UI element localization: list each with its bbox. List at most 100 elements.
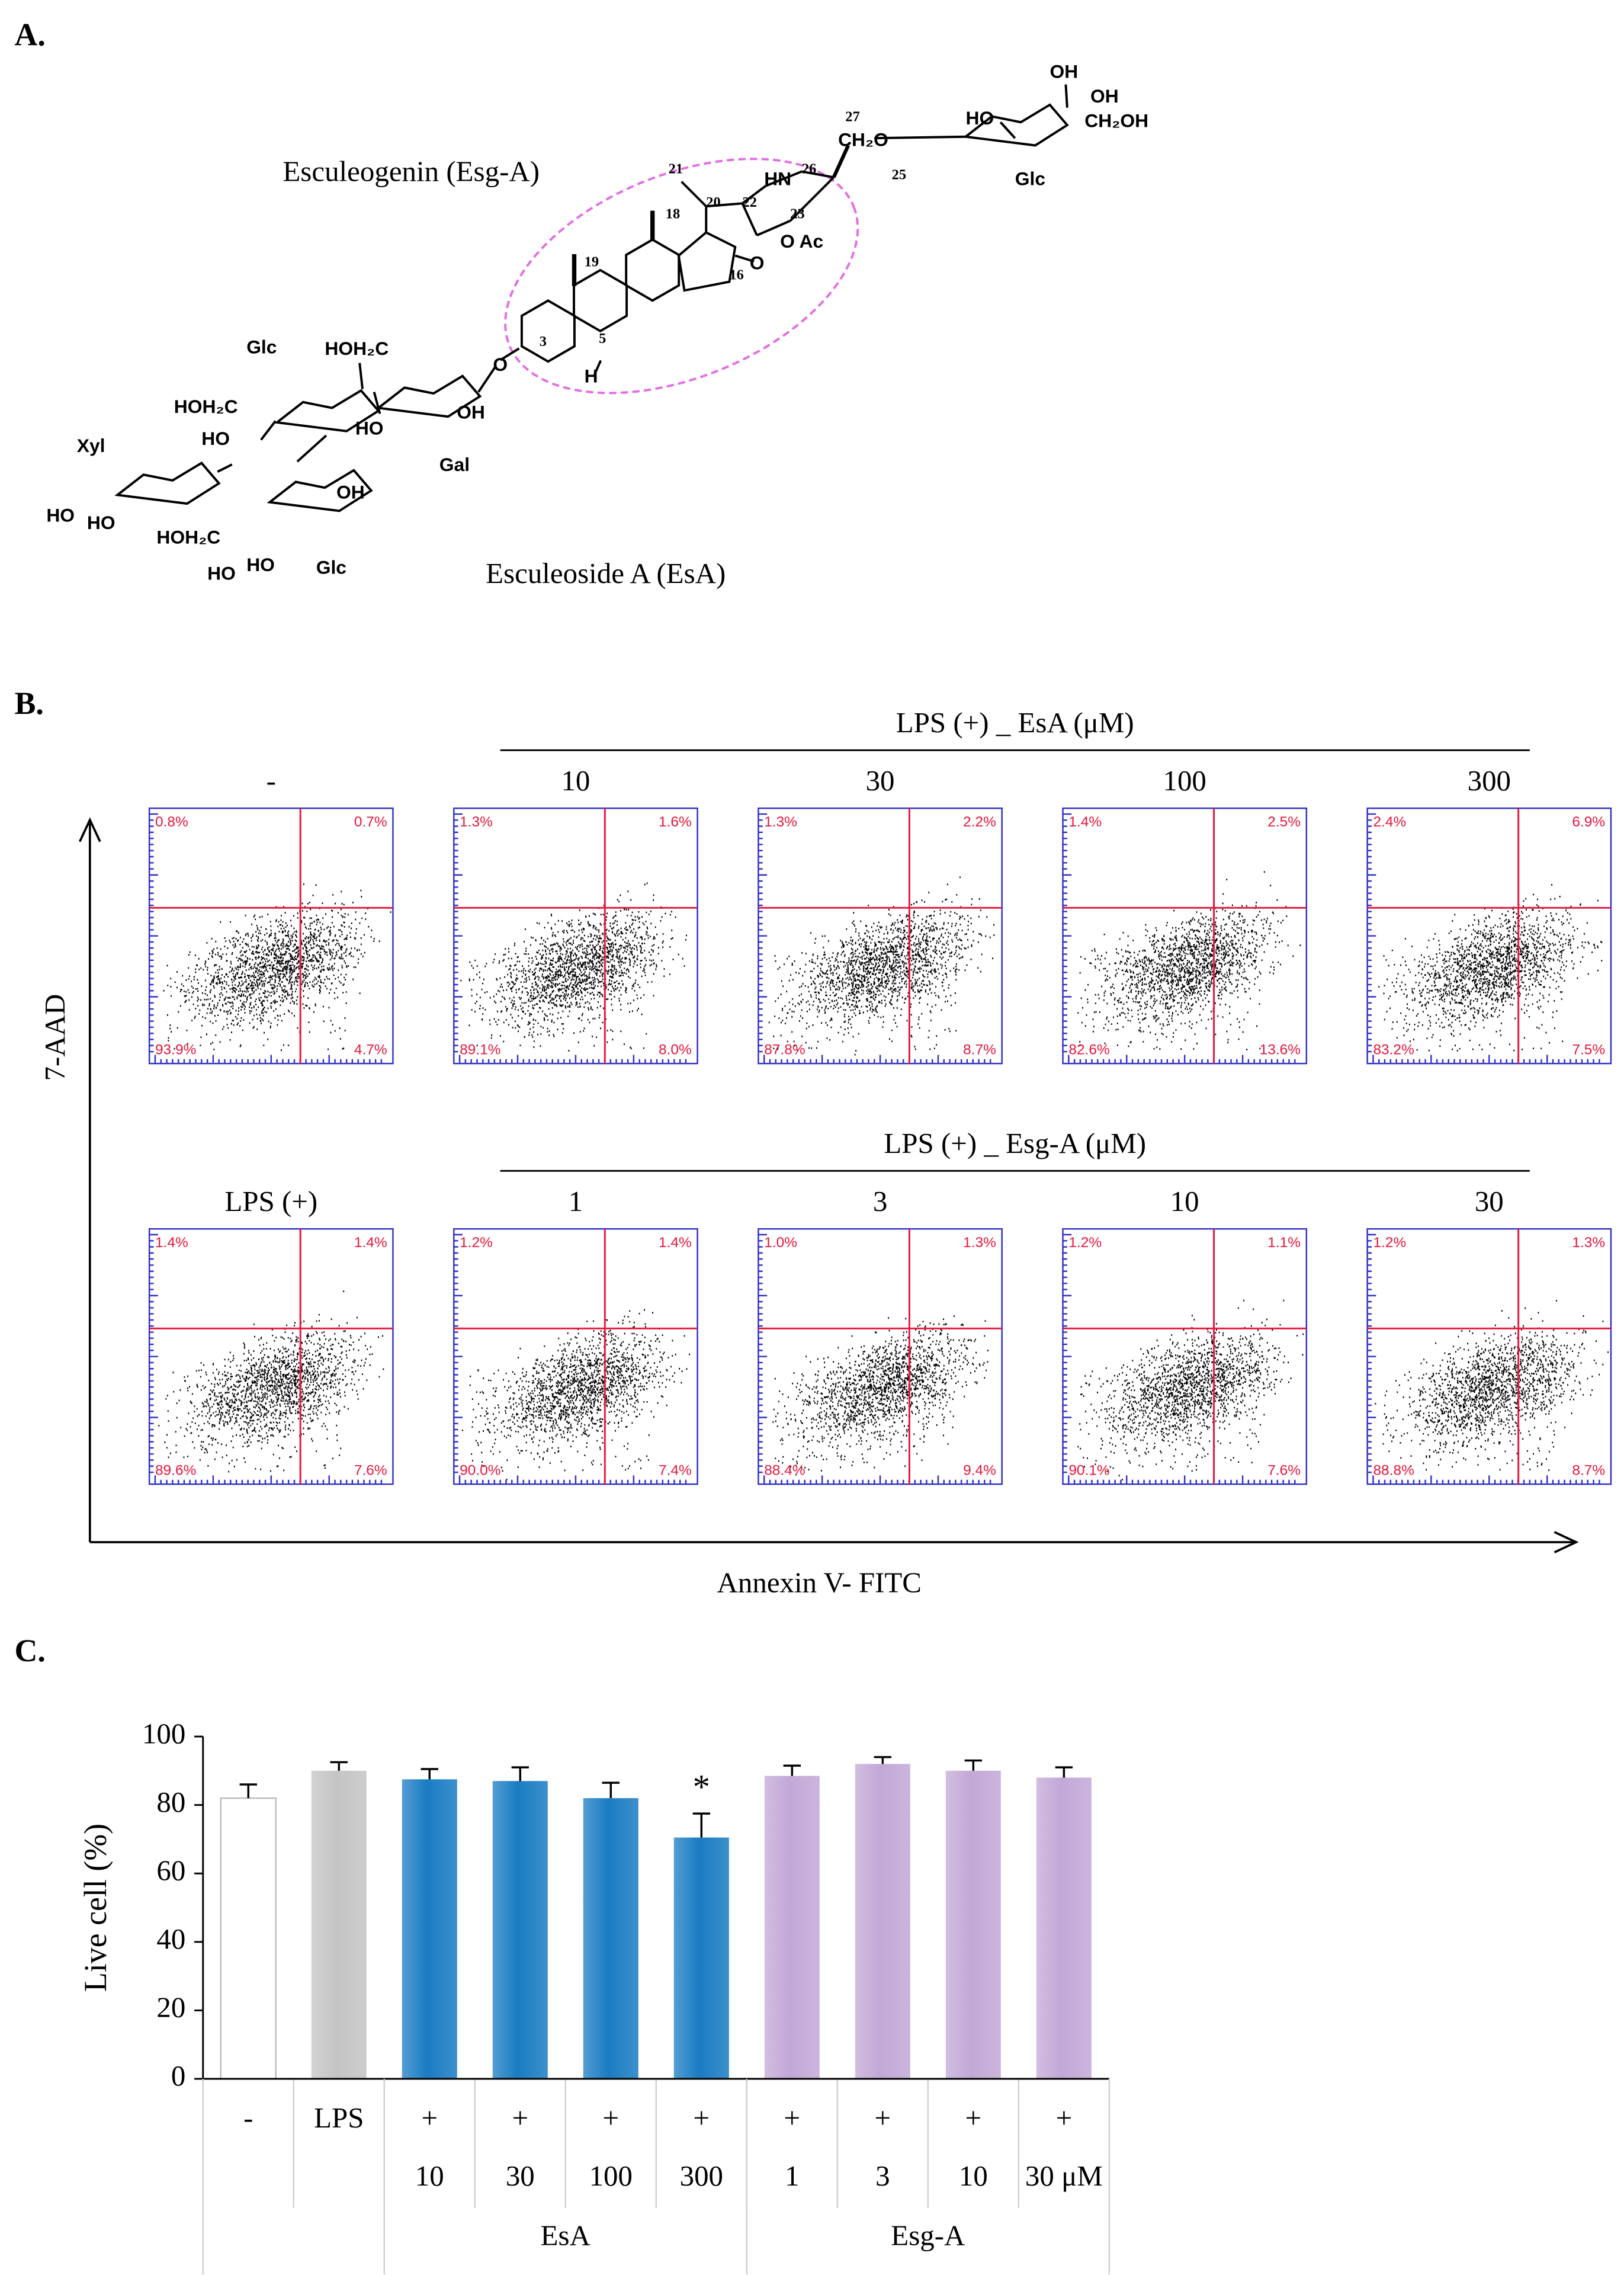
y-axis-title: Live cell (%) bbox=[78, 1824, 113, 1992]
bar bbox=[311, 1770, 367, 2079]
quadrant-percent: 87.8% bbox=[764, 1042, 805, 1058]
x-dose: 10 bbox=[415, 2159, 444, 2192]
quadrant-percent: 2.5% bbox=[1267, 814, 1301, 830]
atom-label: HN bbox=[764, 168, 791, 190]
quadrant-percent: 0.7% bbox=[354, 814, 387, 830]
atom-label: 27 bbox=[845, 109, 859, 125]
x-category: + bbox=[512, 2101, 528, 2134]
plot-frame bbox=[1366, 808, 1612, 1065]
atom-label: 5 bbox=[599, 331, 606, 347]
bond bbox=[593, 361, 602, 376]
bond bbox=[706, 202, 743, 208]
plot-label: LPS (+) bbox=[224, 1185, 317, 1217]
plot-ticks bbox=[454, 813, 687, 1064]
atom-label: HOH₂C bbox=[156, 526, 220, 547]
plot-label: 300 bbox=[1468, 764, 1511, 797]
plot-frame bbox=[148, 1228, 394, 1485]
bar bbox=[402, 1779, 457, 2079]
panel-label: C. bbox=[14, 1633, 45, 1668]
scatter-dots bbox=[460, 882, 687, 1052]
error-bar bbox=[874, 1756, 892, 1764]
x-group: EsA bbox=[541, 2219, 590, 2251]
x-dose: 10 bbox=[959, 2159, 988, 2192]
quadrant-percent: 1.1% bbox=[1267, 1235, 1301, 1251]
atom-label: 20 bbox=[706, 194, 720, 210]
error-bar bbox=[964, 1759, 983, 1771]
arrow-head bbox=[78, 817, 101, 842]
bond bbox=[742, 185, 766, 204]
x-dose: 100 bbox=[589, 2159, 633, 2192]
bond bbox=[756, 219, 791, 237]
bond bbox=[625, 238, 681, 302]
plot-label: 30 bbox=[1475, 1185, 1504, 1217]
error-bar bbox=[602, 1781, 620, 1799]
atom-label: Glc bbox=[246, 337, 277, 358]
atom-label: O bbox=[493, 354, 508, 375]
bond bbox=[573, 268, 628, 333]
row-header: LPS (+) _ EsA (μM) bbox=[896, 706, 1134, 739]
quadrant-percent: 83.2% bbox=[1373, 1042, 1414, 1058]
x-group: Esg-A bbox=[891, 2219, 965, 2251]
error-bar bbox=[511, 1766, 529, 1781]
quadrant-percent: 1.2% bbox=[1068, 1235, 1102, 1251]
quadrant-percent: 1.6% bbox=[659, 814, 692, 830]
quadrant-percent: 1.3% bbox=[764, 814, 797, 830]
bar bbox=[492, 1781, 548, 2079]
bond bbox=[1064, 84, 1068, 108]
bar bbox=[855, 1764, 910, 2079]
atom-label: 25 bbox=[892, 166, 906, 182]
atom-label: 22 bbox=[742, 194, 756, 210]
bar bbox=[673, 1837, 729, 2079]
quadrant-percent: 1.2% bbox=[1373, 1235, 1406, 1251]
bond bbox=[874, 135, 966, 140]
atom-label: HO bbox=[87, 512, 115, 533]
bond bbox=[260, 420, 277, 441]
scatter-dots bbox=[1077, 1299, 1304, 1481]
row-header: LPS (+) _ Esg-A (μM) bbox=[884, 1127, 1146, 1159]
atom-label: Glc bbox=[316, 557, 346, 578]
aglycone-label: Esculeogenin (Esg-A) bbox=[283, 155, 540, 188]
bond bbox=[296, 434, 328, 463]
plot-ticks bbox=[454, 1233, 687, 1485]
quadrant-percent: 8.7% bbox=[963, 1042, 996, 1058]
quadrant-percent: 7.6% bbox=[354, 1463, 387, 1479]
quadrant-percent: 90.1% bbox=[1068, 1463, 1109, 1479]
y-tick-label: 0 bbox=[171, 2059, 185, 2092]
atom-label: O bbox=[750, 252, 765, 274]
atom-label: HOH₂C bbox=[325, 338, 389, 359]
x-category: + bbox=[694, 2101, 710, 2134]
plot-ticks bbox=[1063, 813, 1296, 1064]
scatter-dots bbox=[158, 1290, 384, 1473]
bond bbox=[677, 230, 737, 292]
plot-ticks bbox=[149, 813, 383, 1064]
x-category: + bbox=[965, 2101, 982, 2134]
quadrant-percent: 82.6% bbox=[1068, 1042, 1109, 1058]
atom-label: HO bbox=[355, 418, 384, 439]
y-tick-label: 80 bbox=[156, 1786, 185, 1818]
quadrant-percent: 1.4% bbox=[1068, 814, 1102, 830]
plot-label: 3 bbox=[873, 1185, 887, 1217]
x-category: + bbox=[421, 2101, 438, 2134]
scatter-dots bbox=[1378, 884, 1603, 1052]
compound-label: Esculeoside A (EsA) bbox=[486, 557, 726, 589]
quadrant-percent: 1.2% bbox=[460, 1235, 493, 1251]
quadrant-percent: 88.8% bbox=[1373, 1463, 1414, 1479]
scatter-dots bbox=[768, 876, 995, 1056]
plot-frame bbox=[1062, 808, 1308, 1065]
bond bbox=[801, 170, 835, 179]
y-tick-label: 20 bbox=[156, 1991, 185, 2024]
quadrant-percent: 2.2% bbox=[963, 814, 996, 830]
atom-label: 23 bbox=[790, 206, 804, 222]
bond bbox=[114, 462, 221, 505]
quadrant-percent: 7.4% bbox=[659, 1463, 692, 1479]
plot-ticks bbox=[758, 1233, 991, 1485]
plot-ticks bbox=[1367, 813, 1600, 1064]
quadrant-percent: 1.3% bbox=[460, 814, 493, 830]
quadrant-percent: 7.6% bbox=[1267, 1463, 1301, 1479]
atom-label: CH₂O bbox=[838, 129, 888, 150]
bar bbox=[764, 1776, 820, 2079]
error-bar bbox=[330, 1761, 348, 1771]
panel-label: A. bbox=[14, 17, 45, 53]
x-dose: 1 bbox=[785, 2159, 799, 2192]
atom-label: 21 bbox=[669, 161, 683, 177]
